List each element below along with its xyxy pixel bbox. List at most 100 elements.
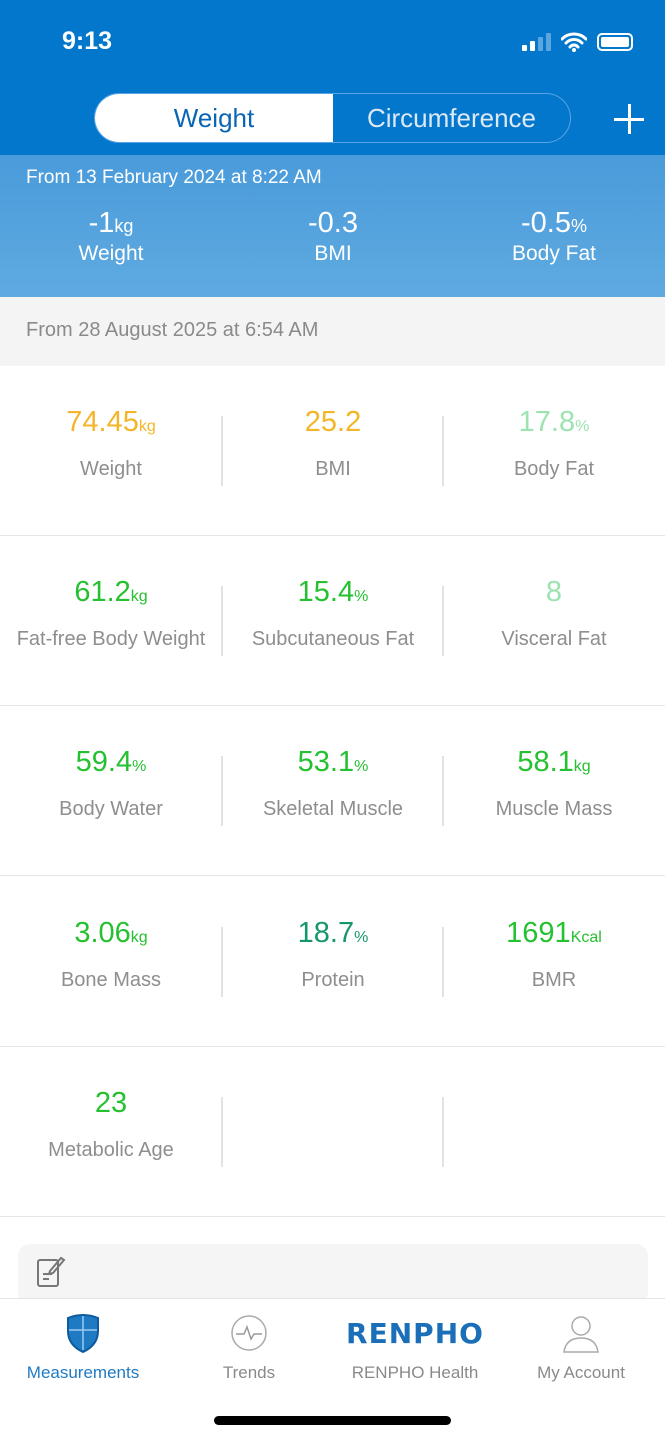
measurement-date: From 28 August 2025 at 6:54 AM	[0, 297, 665, 366]
tab-trends[interactable]: Trends	[166, 1299, 332, 1383]
signal-icon	[522, 33, 551, 51]
app-header: 9:13 Weight Circumference	[0, 0, 665, 155]
metric-bmr[interactable]: 1691Kcal BMR	[443, 877, 665, 1047]
divider	[221, 1096, 223, 1167]
metric-unit: Kcal	[570, 928, 602, 946]
metrics-row: 23 Metabolic Age	[0, 1047, 665, 1217]
metric-bone-mass[interactable]: 3.06kg Bone Mass	[0, 877, 222, 1047]
metric-body-fat[interactable]: 17.8% Body Fat	[443, 366, 665, 536]
metric-unit: kg	[573, 758, 591, 776]
metric-label: Subcutaneous Fat	[251, 628, 415, 651]
metric-visceral-fat[interactable]: 8 Visceral Fat	[443, 536, 665, 706]
status-icons	[522, 32, 633, 52]
metric-value: 15.4	[297, 576, 355, 609]
metric-body-water[interactable]: 59.4% Body Water	[0, 706, 222, 876]
note-edit-icon[interactable]	[36, 1254, 66, 1288]
tab-weight[interactable]: Weight	[95, 94, 333, 142]
unit: kg	[114, 216, 134, 236]
metrics-row: 74.45kg Weight 25.2 BMI 17.8% Body Fat	[0, 366, 665, 536]
tab-my-account[interactable]: My Account	[498, 1299, 664, 1383]
metric-label: Muscle Mass	[495, 798, 613, 821]
metric-label: Weight	[80, 458, 142, 480]
tab-measurements[interactable]: Measurements	[0, 1299, 166, 1383]
label: Body Fat	[511, 242, 597, 265]
divider	[442, 416, 444, 486]
unit: %	[570, 216, 587, 236]
metric-value: 17.8	[518, 406, 576, 438]
metric-unit: kg	[138, 418, 156, 435]
tab-renpho-health[interactable]: RENPHO RENPHO Health	[332, 1299, 498, 1383]
value: -0.3	[308, 207, 358, 239]
metric-metabolic-age[interactable]: 23 Metabolic Age	[0, 1047, 222, 1217]
metric-unit: %	[354, 588, 369, 606]
metric-fat-free-body-weight[interactable]: 61.2kg Fat-free Body Weight	[0, 536, 222, 706]
metric-unit: %	[132, 758, 147, 776]
metrics-row: 61.2kg Fat-free Body Weight 15.4% Subcutane…	[0, 536, 665, 707]
metric-bmi[interactable]: 25.2 BMI	[222, 366, 444, 536]
metric-value: 74.45	[66, 406, 139, 438]
divider	[442, 756, 444, 827]
tab-circumference[interactable]: Circumference	[366, 102, 537, 133]
battery-icon	[597, 33, 633, 51]
metric-value: 59.4	[75, 746, 133, 779]
pulse-icon	[231, 1315, 267, 1351]
home-indicator[interactable]	[214, 1416, 451, 1425]
divider	[442, 1096, 444, 1167]
plus-icon[interactable]	[612, 102, 646, 136]
metric-unit: kg	[130, 588, 148, 606]
metric-label: Bone Mass	[60, 968, 162, 991]
metric-value: 3.06	[74, 916, 131, 949]
label: BMI	[314, 242, 352, 265]
divider	[221, 756, 223, 827]
metric-label: Body Water	[59, 798, 163, 821]
shield-icon	[67, 1314, 99, 1353]
metric-unit: %	[354, 758, 369, 776]
metric-value: 61.2	[74, 576, 131, 609]
metric-label: Visceral Fat	[501, 628, 607, 651]
metric-unit: %	[354, 928, 369, 946]
metrics-row: 59.4% Body Water 53.1% Skeletal Muscle 58.1k…	[0, 706, 665, 877]
metric-weight[interactable]: 74.45kg Weight	[0, 366, 222, 536]
label: Weight	[78, 242, 144, 265]
metric-protein[interactable]: 18.7% Protein	[222, 877, 444, 1047]
tab-label: Trends	[222, 1363, 276, 1382]
tab-label: RENPHO Health	[351, 1363, 479, 1382]
metrics-row: 3.06kg Bone Mass 18.7% Protein 1691Kcal BMR	[0, 877, 665, 1047]
metric-unit: kg	[130, 928, 148, 946]
note-bar[interactable]	[18, 1244, 648, 1304]
metric-value: 23	[94, 1086, 128, 1119]
metric-label: Protein	[301, 968, 365, 991]
metric-label: BMI	[315, 458, 351, 480]
metric-label: Body Fat	[513, 458, 595, 480]
metric-label: Fat-free Body Weight	[16, 628, 206, 651]
summary-bmi: -0.3 BMI	[222, 207, 444, 266]
value: -0.5	[521, 207, 571, 239]
metric-muscle-mass[interactable]: 58.1kg Muscle Mass	[443, 706, 665, 876]
divider	[442, 926, 444, 997]
tab-label: My Account	[537, 1363, 625, 1382]
metric-value: 25.2	[304, 406, 362, 438]
user-icon	[563, 1316, 599, 1353]
metric-value: 1691	[506, 916, 571, 949]
renpho-logo: RENPHO	[346, 1316, 484, 1350]
divider	[221, 926, 223, 997]
metric-value: 53.1	[297, 746, 355, 779]
divider	[221, 586, 223, 657]
summary-body-fat: -0.5% Body Fat	[443, 207, 665, 266]
metric-unit: %	[575, 418, 590, 435]
metric-label: BMR	[531, 968, 577, 991]
change-summary: From 13 February 2024 at 8:22 AM -1kg We…	[0, 155, 665, 297]
status-time: 9:13	[62, 27, 113, 55]
metric-value: 8	[545, 576, 563, 609]
metric-subcutaneous-fat[interactable]: 15.4% Subcutaneous Fat	[222, 536, 444, 706]
divider	[221, 416, 223, 486]
metric-label: Metabolic Age	[48, 1138, 174, 1161]
summary-from-date: From 13 February 2024 at 8:22 AM	[26, 167, 322, 188]
tab-label: Measurements	[26, 1363, 140, 1382]
metric-skeletal-muscle[interactable]: 53.1% Skeletal Muscle	[222, 706, 444, 876]
wifi-icon	[561, 32, 587, 52]
metric-value: 18.7	[297, 916, 355, 949]
metric-label: Skeletal Muscle	[262, 798, 404, 821]
metric-value: 58.1	[517, 746, 574, 779]
divider	[442, 586, 444, 657]
